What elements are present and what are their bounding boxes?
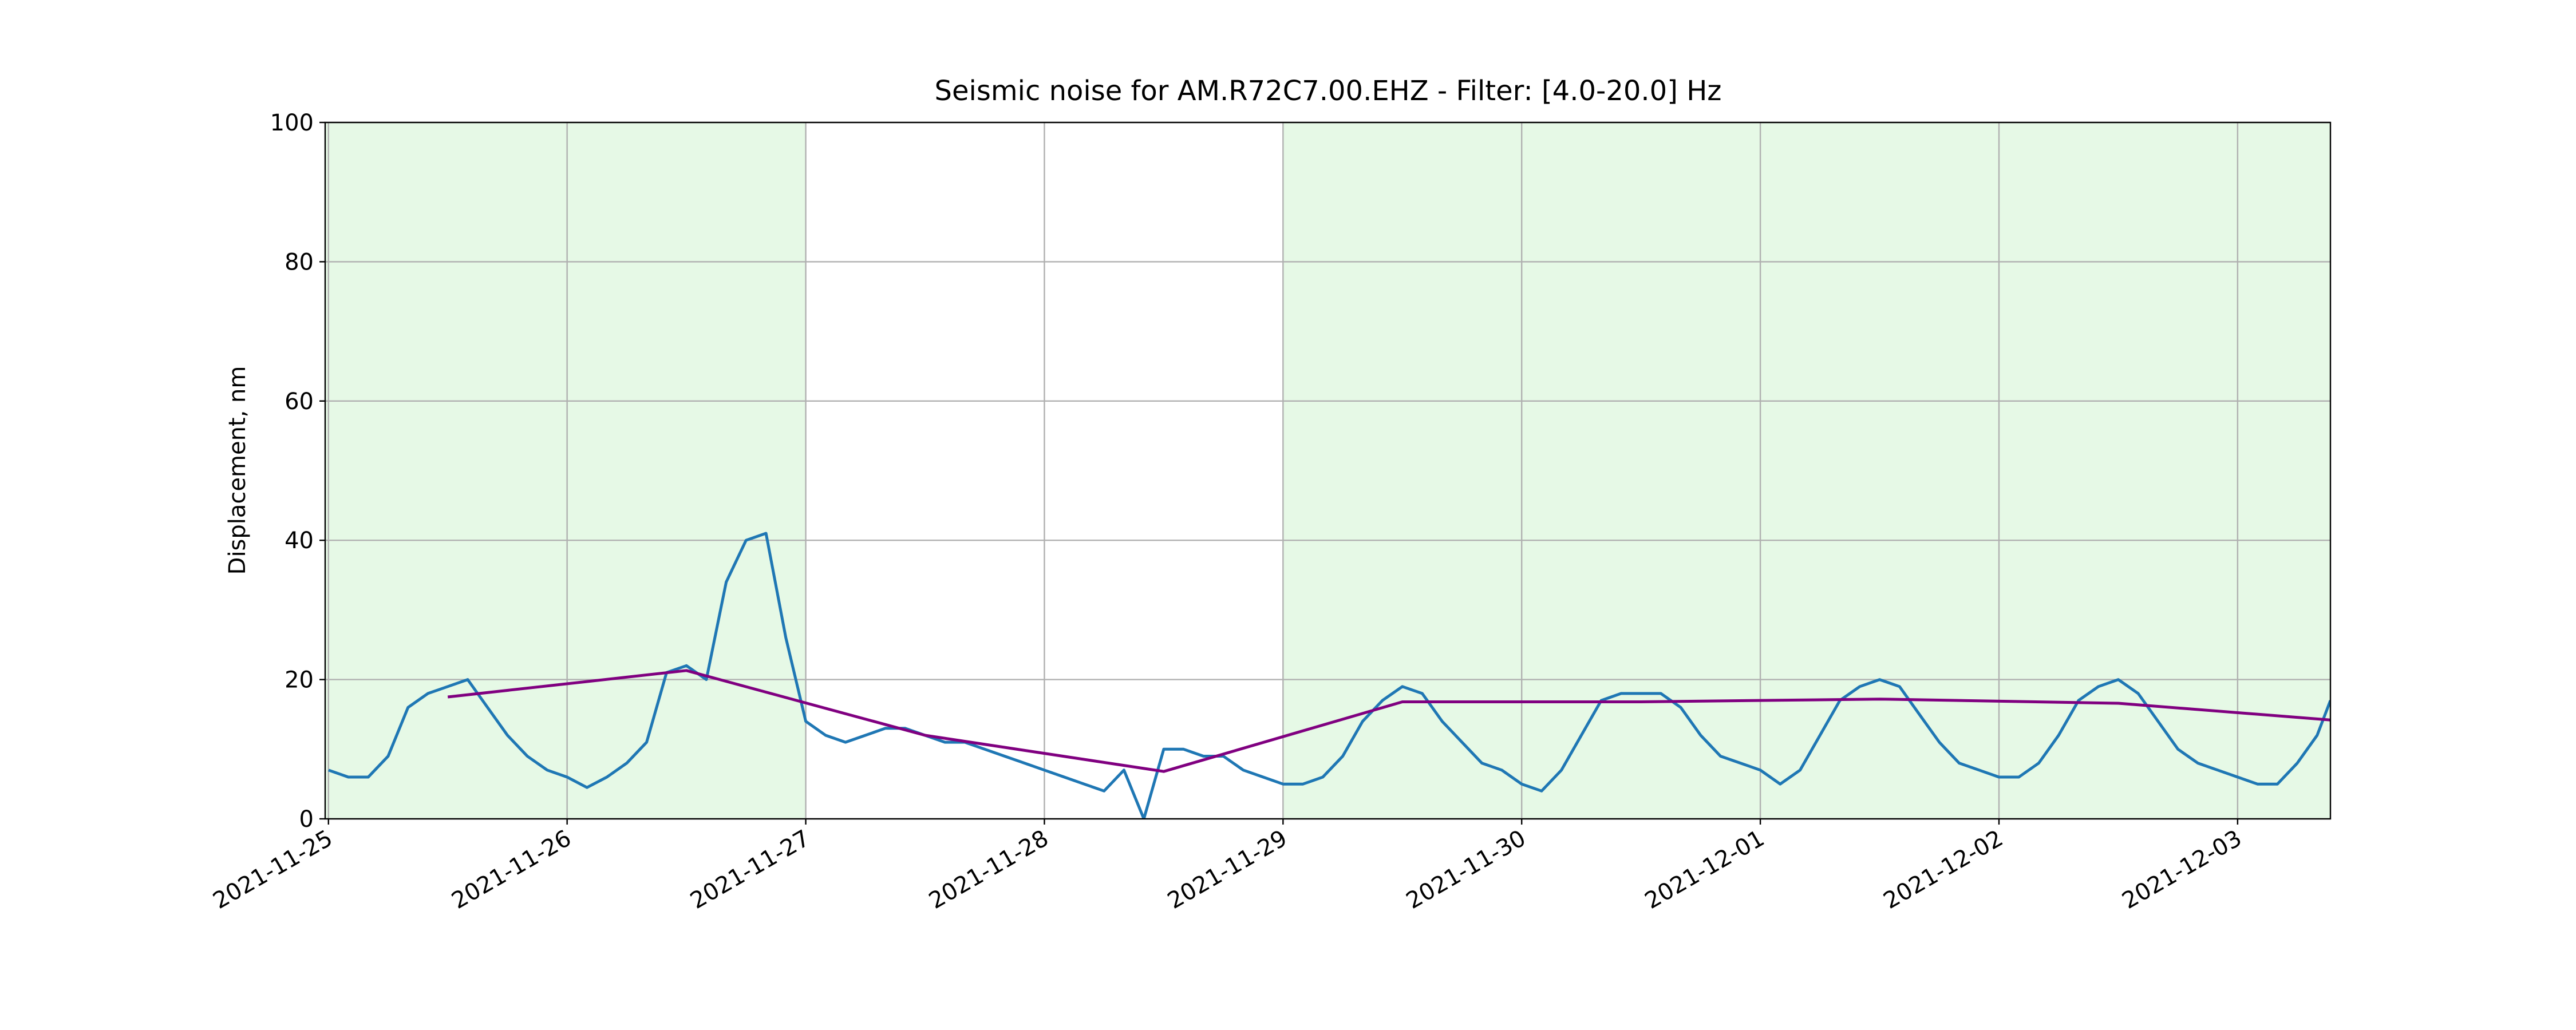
y-tick-label: 20 — [285, 667, 314, 694]
shaded-span — [1283, 122, 2330, 819]
chart-title: Seismic noise for AM.R72C7.00.EHZ - Filt… — [935, 75, 1722, 107]
plot-frame — [324, 121, 2332, 820]
y-tick-label: 100 — [270, 110, 314, 136]
x-tick-label: 2021-12-02 — [1879, 825, 2008, 914]
data-line — [447, 669, 2330, 773]
x-tick-label: 2021-11-28 — [924, 825, 1053, 914]
shaded-span — [325, 122, 806, 819]
y-axis-label: Displacement, nm — [224, 366, 251, 575]
x-tick-label: 2021-12-03 — [2118, 825, 2246, 914]
x-tick-label: 2021-12-01 — [1641, 825, 1769, 914]
data-line — [327, 532, 2330, 819]
x-tick-label: 2021-11-30 — [1402, 825, 1530, 914]
x-tick-label: 2021-11-26 — [447, 825, 575, 914]
y-tick-label: 80 — [285, 249, 314, 275]
x-tick-label: 2021-11-27 — [686, 825, 814, 914]
y-tick-label: 40 — [285, 528, 314, 554]
x-tick-label: 2021-11-25 — [208, 825, 337, 914]
x-tick-label: 2021-11-29 — [1163, 825, 1291, 914]
y-tick-label: 60 — [285, 389, 314, 415]
y-tick-label: 0 — [299, 806, 314, 833]
